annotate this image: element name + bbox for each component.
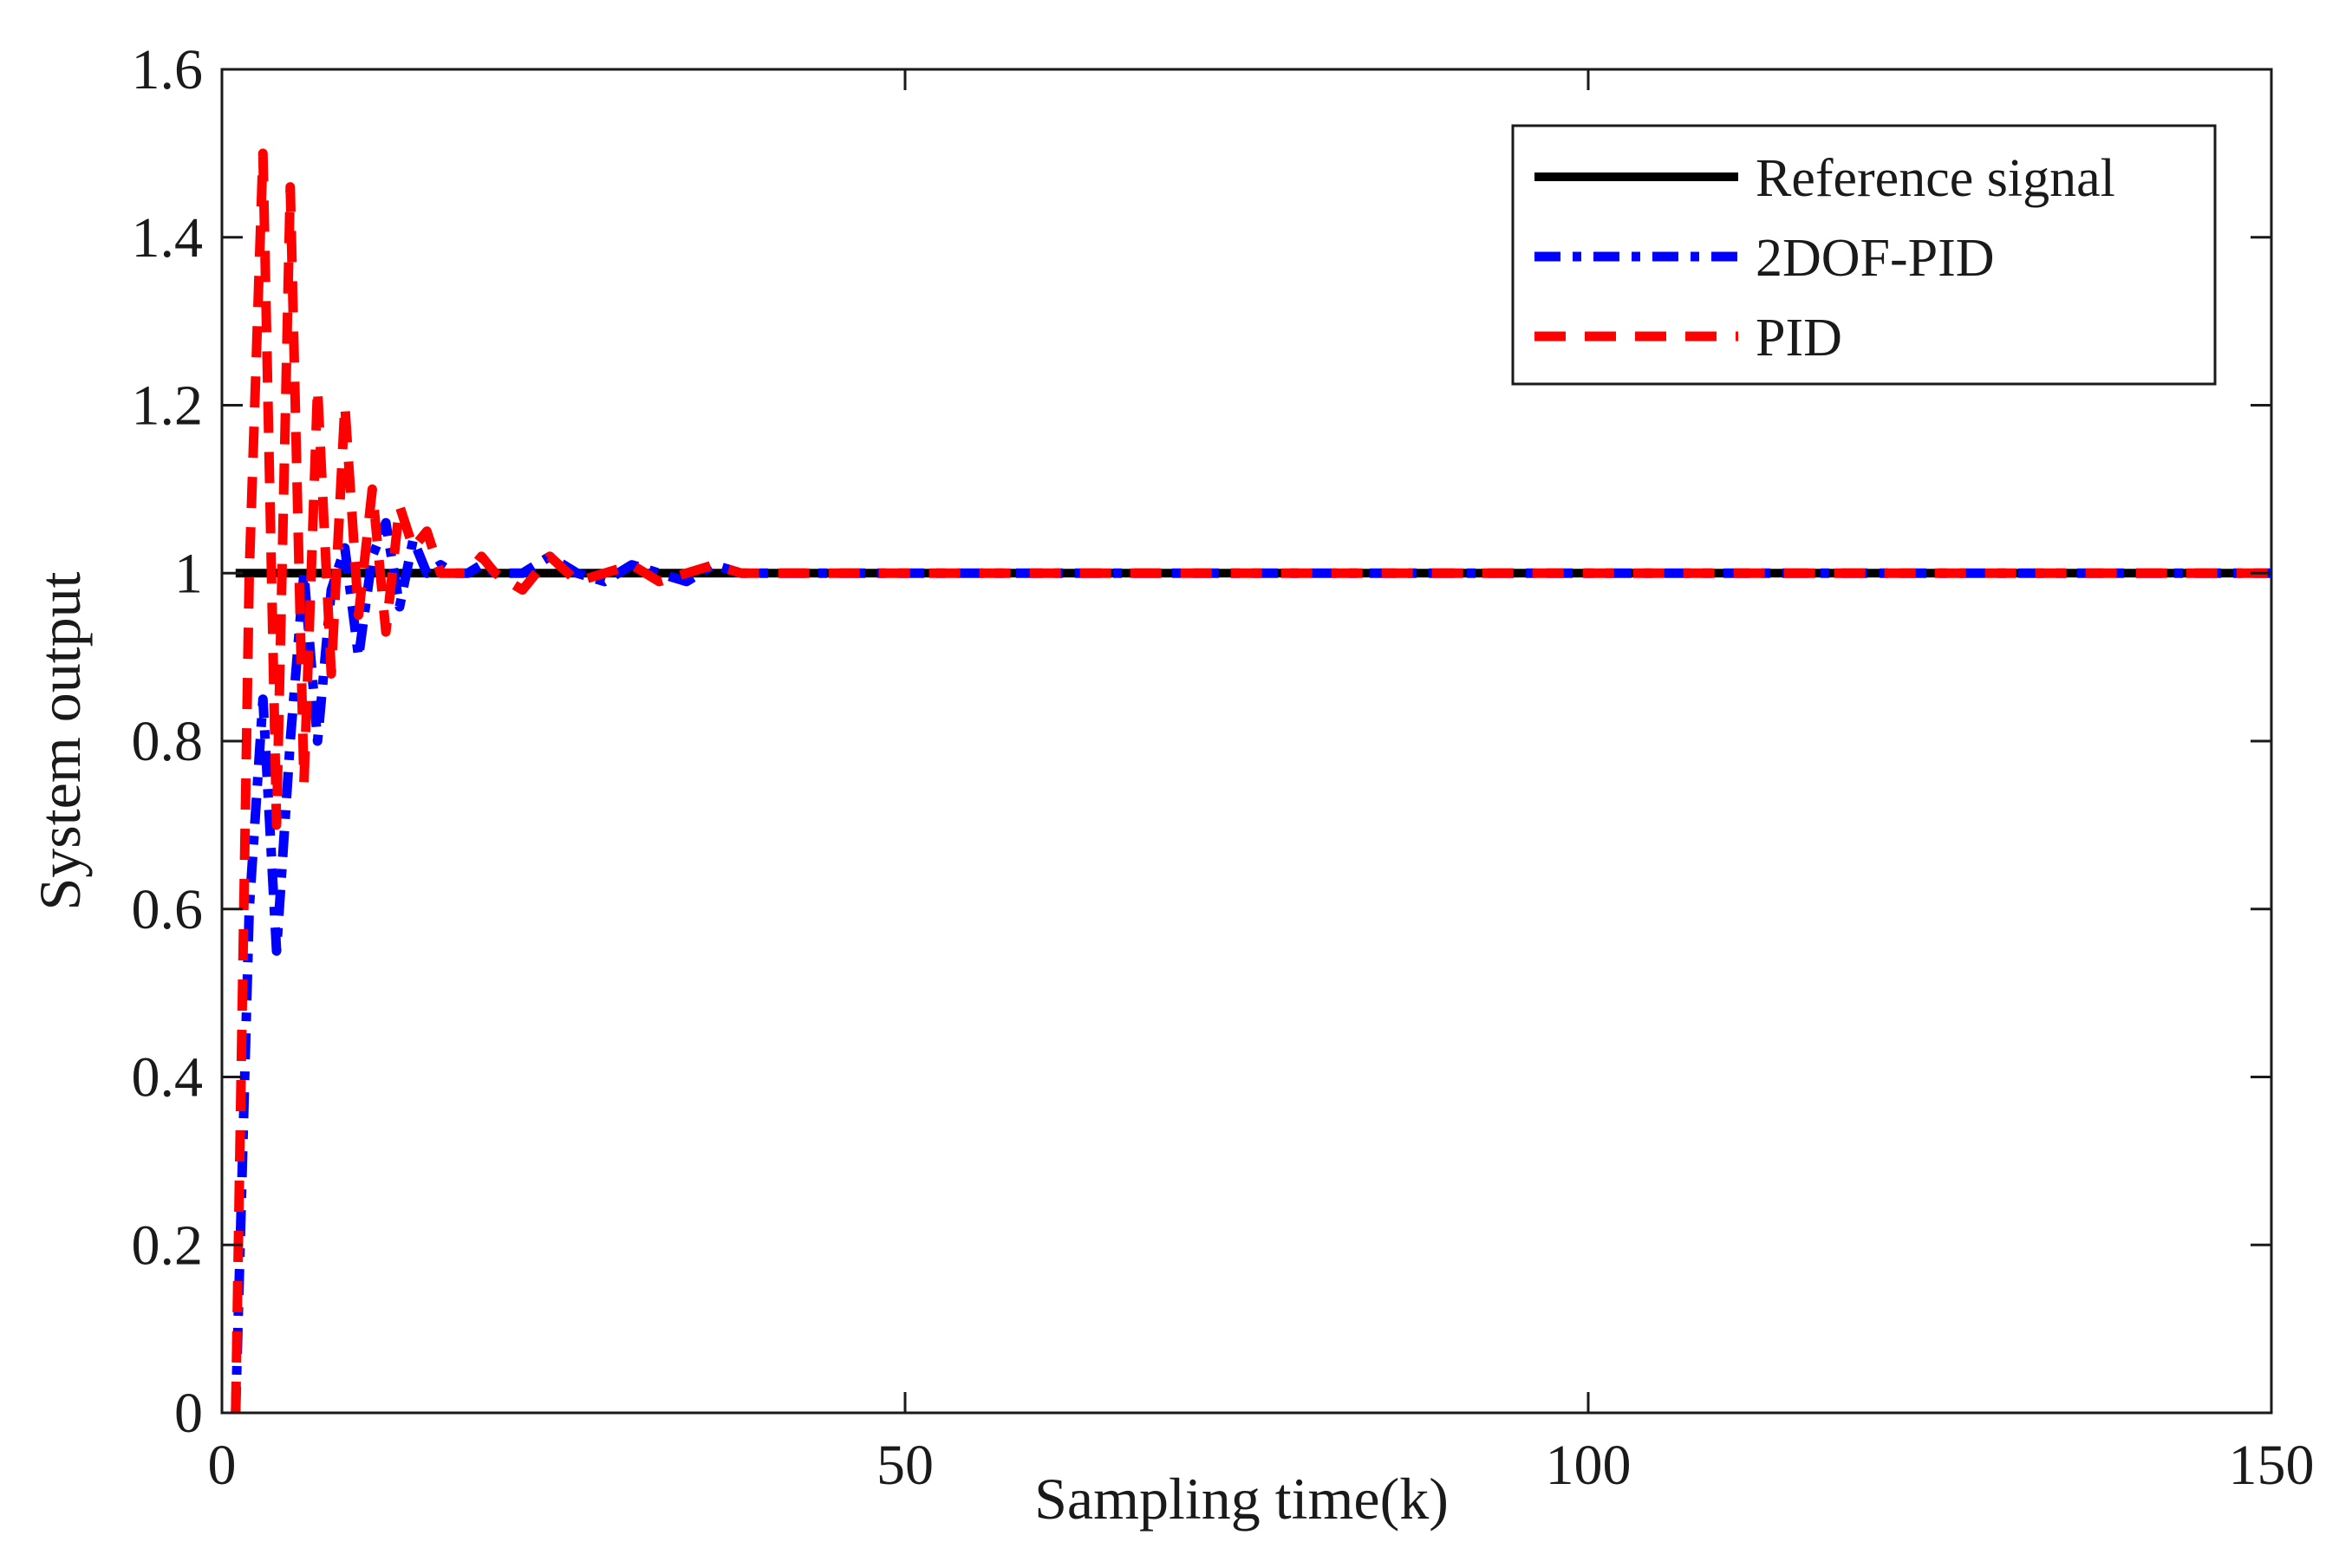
y-tick-label: 0 (174, 1382, 203, 1445)
legend-label-2dof-pid: 2DOF-PID (1756, 229, 1995, 288)
axis-ticks: 0 50 100 150 0 0.2 0.4 0.6 0.8 1 1.2 1.4 1.6 (132, 38, 2315, 1497)
x-axis-label: Sampling time(k) (1034, 1466, 1449, 1532)
y-tick-label: 0.8 (132, 710, 204, 773)
y-axis-label: System output (27, 571, 93, 910)
series-layer (231, 148, 2271, 1414)
x-tick-label: 50 (876, 1434, 934, 1497)
y-tick-label: 0.4 (132, 1046, 204, 1109)
x-tick-label: 100 (1546, 1434, 1632, 1497)
series-line-2dof-pid (231, 517, 2271, 1414)
legend-label-pid: PID (1756, 309, 1842, 368)
x-tick-label: 150 (2229, 1434, 2315, 1497)
y-tick-label: 0.6 (132, 878, 204, 941)
y-tick-label: 1.2 (132, 374, 204, 438)
legend-box (1511, 124, 2217, 386)
y-tick-label: 0.2 (132, 1213, 204, 1277)
y-tick-label: 1.6 (132, 38, 204, 101)
y-tick-label: 1 (174, 542, 203, 605)
series-line-pid (231, 148, 2271, 1414)
x-tick-label: 0 (208, 1434, 237, 1497)
y-tick-label: 1.4 (132, 206, 204, 270)
legend-label-reference-signal: Reference signal (1756, 149, 2115, 208)
legend: Reference signal 2DOF-PID PID (1511, 124, 2217, 386)
